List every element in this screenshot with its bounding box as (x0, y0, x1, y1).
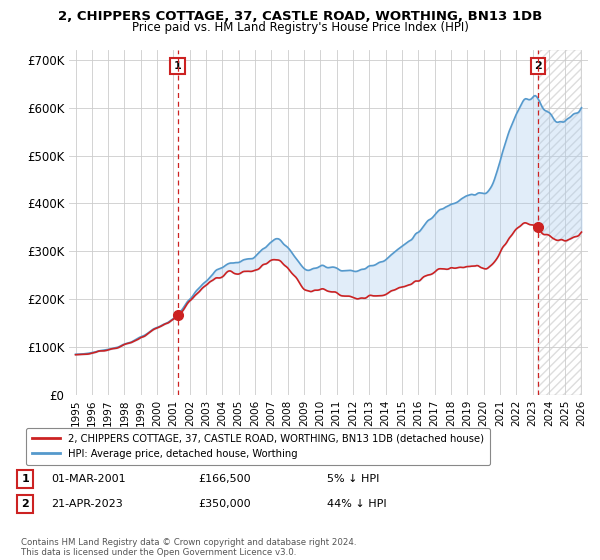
Legend: 2, CHIPPERS COTTAGE, 37, CASTLE ROAD, WORTHING, BN13 1DB (detached house), HPI: : 2, CHIPPERS COTTAGE, 37, CASTLE ROAD, WO… (26, 428, 490, 465)
Text: 5% ↓ HPI: 5% ↓ HPI (327, 474, 379, 484)
Text: 1: 1 (22, 474, 29, 484)
Text: Price paid vs. HM Land Registry's House Price Index (HPI): Price paid vs. HM Land Registry's House … (131, 21, 469, 34)
Text: 1: 1 (173, 61, 181, 71)
Text: 2, CHIPPERS COTTAGE, 37, CASTLE ROAD, WORTHING, BN13 1DB: 2, CHIPPERS COTTAGE, 37, CASTLE ROAD, WO… (58, 10, 542, 23)
Text: 2: 2 (534, 61, 542, 71)
Text: £350,000: £350,000 (198, 499, 251, 509)
Text: £166,500: £166,500 (198, 474, 251, 484)
Text: 44% ↓ HPI: 44% ↓ HPI (327, 499, 386, 509)
Text: 01-MAR-2001: 01-MAR-2001 (51, 474, 125, 484)
Text: 21-APR-2023: 21-APR-2023 (51, 499, 123, 509)
Text: 2: 2 (22, 499, 29, 509)
Text: Contains HM Land Registry data © Crown copyright and database right 2024.
This d: Contains HM Land Registry data © Crown c… (21, 538, 356, 557)
